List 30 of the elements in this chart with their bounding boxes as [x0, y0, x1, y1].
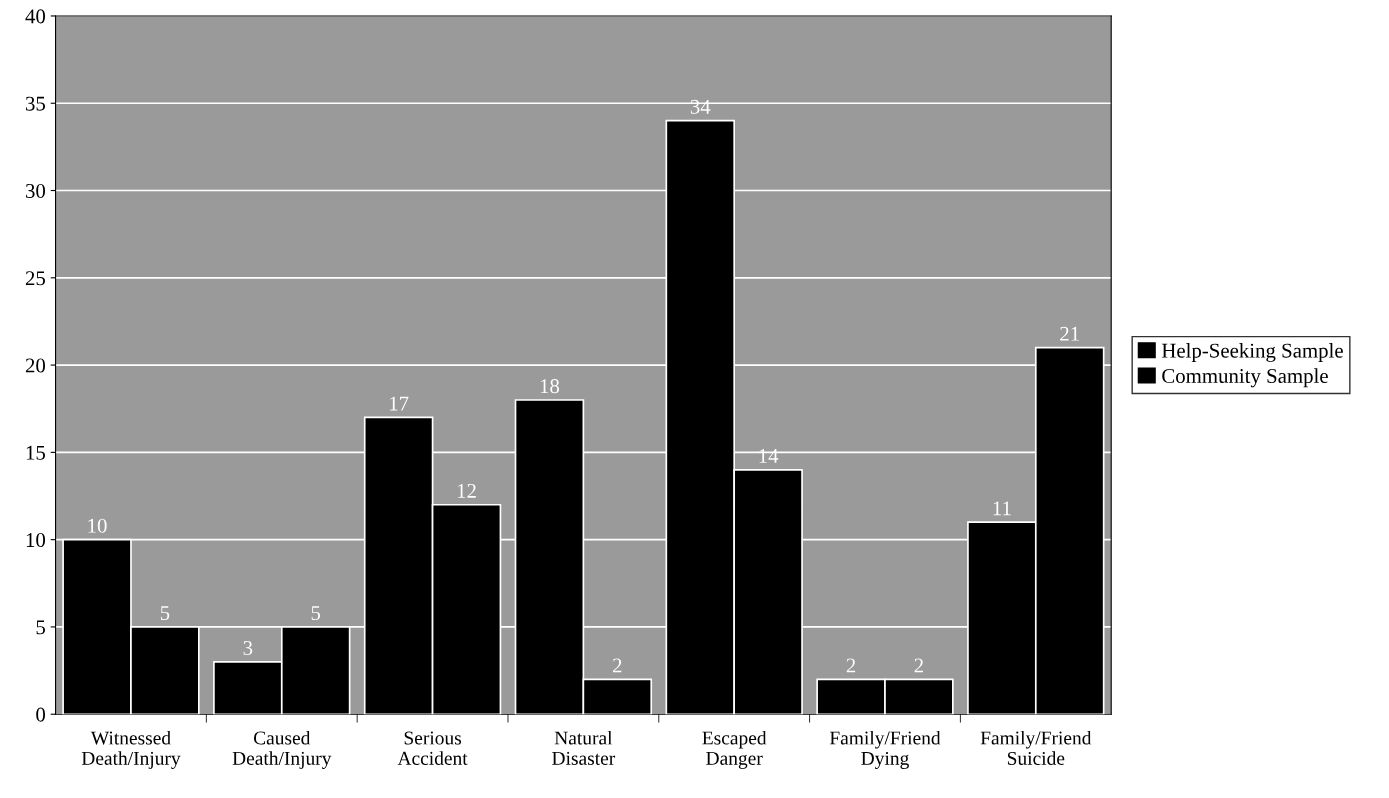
data-label: 3 [243, 640, 253, 655]
x-tick-label: Witnessed Death/Injury [81, 730, 181, 769]
x-tick-label: Escaped Danger [702, 730, 767, 769]
y-tick-label: 35 [26, 96, 46, 111]
data-label: 5 [311, 606, 321, 621]
x-tick-label: Serious Accident [397, 731, 468, 765]
data-label: 21 [1060, 326, 1079, 341]
data-label: 18 [540, 379, 560, 394]
y-tick-label: 25 [25, 271, 46, 286]
y-tick-label: 10 [26, 533, 46, 548]
data-label: 2 [914, 658, 923, 673]
data-label: 10 [88, 518, 107, 533]
data-label: 17 [390, 396, 409, 411]
y-tick-label: 0 [36, 707, 46, 722]
y-tick-label: 15 [26, 445, 46, 460]
x-tick-label: Natural Disaster [552, 730, 616, 765]
y-tick-label: 30 [26, 183, 46, 198]
data-label: 2 [613, 658, 622, 673]
data-label: 5 [160, 606, 170, 621]
legend-label: Community Sample [1162, 368, 1328, 388]
y-tick-label: 20 [25, 358, 46, 373]
data-label: 12 [457, 483, 476, 498]
x-tick-label: Family/Friend Suicide [980, 730, 1092, 765]
data-label: 11 [993, 501, 1011, 516]
x-tick-label: Caused Death/Injury [232, 730, 332, 769]
data-label: 2 [846, 658, 856, 673]
legend-label: Help-Seeking Sample [1161, 343, 1343, 362]
x-tick-label: Family/Friend Dying [829, 730, 941, 769]
y-tick-label: 5 [36, 620, 46, 635]
y-tick-label: 40 [25, 9, 46, 24]
